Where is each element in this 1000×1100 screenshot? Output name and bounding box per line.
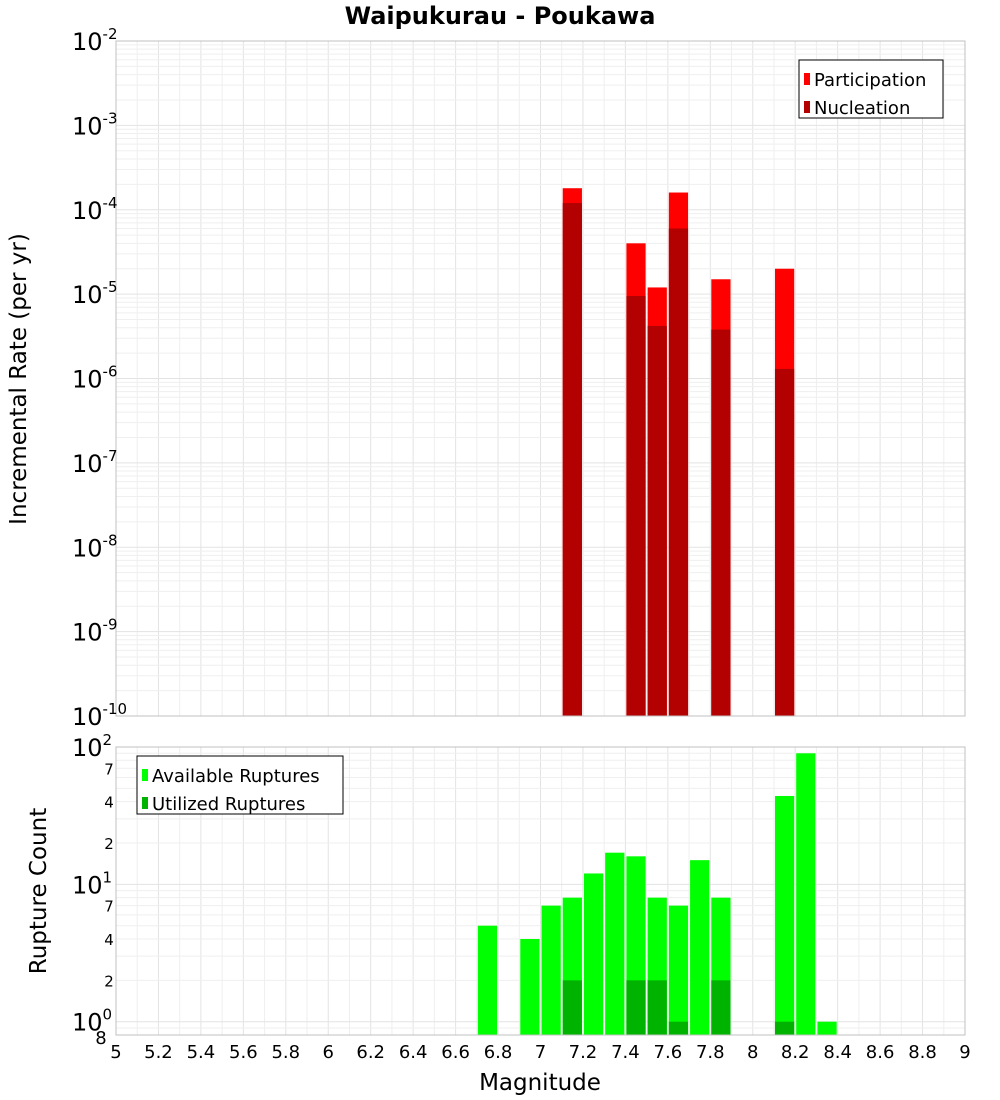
- available-ruptures-bar: [605, 852, 625, 1035]
- y-tick-label: 4: [104, 931, 114, 949]
- chart-title: Waipukurau - Poukawa: [345, 2, 656, 30]
- available-ruptures-bar: [668, 905, 689, 1035]
- utilized-ruptures-bar: [562, 980, 582, 1035]
- x-tick-label: 7.6: [654, 1042, 683, 1063]
- y-tick-label: 102: [72, 731, 112, 762]
- nucleation-bar: [562, 203, 582, 716]
- available-ruptures-bar: [774, 795, 795, 1035]
- top-legend: Participation Nucleation: [798, 59, 944, 119]
- y-tick-label: 7: [104, 760, 114, 778]
- x-tick-label: 8.4: [823, 1042, 852, 1063]
- available-ruptures-bar: [583, 873, 604, 1035]
- y-tick-label: 2: [104, 972, 114, 990]
- bottom-panel-frame: [115, 746, 966, 1036]
- legend-swatch: [804, 101, 810, 113]
- nucleation-bar: [647, 325, 667, 716]
- x-tick-label: 7.8: [696, 1042, 725, 1063]
- legend-box: [798, 59, 944, 119]
- x-tick-label: 6.2: [356, 1042, 385, 1063]
- y-tick-label: 10-4: [72, 194, 118, 225]
- x-axis-ticks: 5 5.2 5.4 5.6 5.8 6 6.2 6.4 6.6 6.8 7 7.2 7.4 7.6 7.8 8…: [110, 1042, 970, 1063]
- legend-label: Utilized Ruptures: [152, 794, 305, 815]
- legend-label: Nucleation: [814, 98, 910, 119]
- top-panel-frame: [115, 40, 966, 717]
- nucleation-bar: [774, 368, 795, 716]
- available-ruptures-bar: [817, 1021, 837, 1035]
- bottom-y-axis-label: Rupture Count: [26, 808, 52, 974]
- x-tick-label: 8.2: [781, 1042, 810, 1063]
- x-axis-label: Magnitude: [479, 1070, 601, 1096]
- y-tick-label: 10-9: [72, 616, 118, 647]
- legend-label: Participation: [814, 70, 926, 91]
- x-tick-label: 7.4: [611, 1042, 640, 1063]
- top-panel-bars: [562, 188, 795, 717]
- legend-box: [136, 755, 344, 815]
- top-panel-grid: [115, 41, 966, 717]
- bottom-panel-bars: [477, 753, 837, 1035]
- x-tick-label: 5.2: [144, 1042, 173, 1063]
- utilized-ruptures-bar: [626, 980, 646, 1035]
- y-tick-label: 10-7: [72, 447, 118, 478]
- available-ruptures-bar: [520, 939, 540, 1035]
- x-tick-label: 9: [959, 1042, 970, 1063]
- y-tick-label: 10-10: [72, 700, 127, 731]
- utilized-ruptures-bar: [774, 1021, 795, 1035]
- x-tick-label: 6: [323, 1042, 334, 1063]
- x-tick-label: 5.6: [229, 1042, 258, 1063]
- x-tick-label: 7: [535, 1042, 546, 1063]
- available-ruptures-bar: [796, 753, 816, 1035]
- y-tick-label: 7: [104, 898, 114, 916]
- utilized-ruptures-bar: [668, 1021, 689, 1035]
- y-tick-label: 100: [72, 1006, 112, 1037]
- x-tick-label: 6.4: [399, 1042, 428, 1063]
- y-tick-label: 10-3: [72, 109, 118, 140]
- legend-swatch: [142, 769, 148, 781]
- y-tick-label: 101: [72, 868, 112, 899]
- x-tick-label: 7.2: [569, 1042, 598, 1063]
- x-tick-label: 8.6: [866, 1042, 895, 1063]
- x-tick-label: 8.8: [908, 1042, 937, 1063]
- x-tick-label: 6.6: [441, 1042, 470, 1063]
- y-tick-label: 2: [104, 835, 114, 853]
- y-tick-label: 8: [95, 1028, 106, 1049]
- top-y-axis-label: Incremental Rate (per yr): [6, 233, 32, 525]
- x-tick-label: 8: [747, 1042, 758, 1063]
- legend-swatch: [142, 797, 148, 809]
- nucleation-bar: [668, 228, 689, 716]
- participation-nucleation-panel: 10-10 10-9 10-8 10-7 10-6 10-5 10-4 10-3 10-2 In…: [6, 25, 966, 731]
- x-tick-label: 5.4: [187, 1042, 216, 1063]
- y-tick-label: 10-6: [72, 363, 118, 394]
- x-tick-label: 6.8: [484, 1042, 513, 1063]
- y-tick-label: 10-8: [72, 531, 118, 562]
- available-ruptures-bar: [477, 925, 498, 1035]
- x-tick-label: 5: [110, 1042, 121, 1063]
- x-tick-label: 5.8: [271, 1042, 300, 1063]
- legend-label: Available Ruptures: [152, 766, 320, 787]
- y-tick-label: 10-2: [72, 25, 118, 56]
- y-tick-label: 4: [104, 794, 114, 812]
- available-ruptures-bar: [541, 905, 561, 1035]
- bottom-legend: Available Ruptures Utilized Ruptures: [136, 755, 344, 815]
- utilized-ruptures-bar: [647, 980, 667, 1035]
- nucleation-bar: [626, 296, 646, 716]
- legend-swatch: [804, 73, 810, 85]
- nucleation-bar: [711, 329, 731, 716]
- utilized-ruptures-bar: [711, 980, 731, 1035]
- y-tick-label: 10-5: [72, 278, 118, 309]
- top-panel-y-ticks: 10-10 10-9 10-8 10-7 10-6 10-5 10-4 10-3 10-2: [72, 25, 127, 731]
- available-ruptures-bar: [690, 860, 710, 1035]
